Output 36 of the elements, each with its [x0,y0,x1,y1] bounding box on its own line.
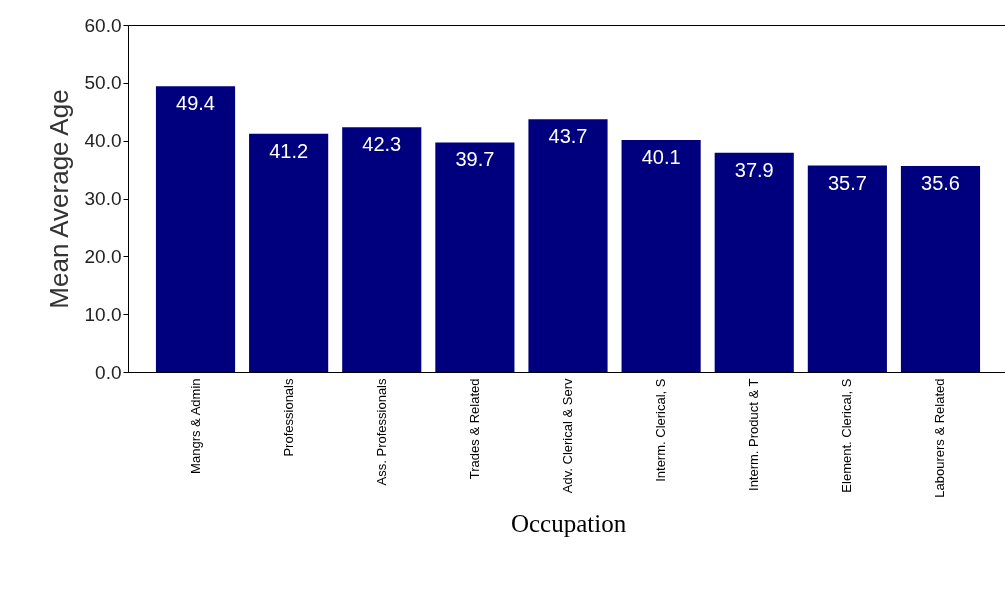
bar [714,152,794,372]
x-tick-label: Labourers & Related [932,378,948,498]
x-tick-label: Ass. Professionals [373,378,389,486]
y-tick-label: 0.0 [95,361,122,383]
x-axis-title: Occupation [510,509,627,537]
bar [528,119,608,372]
data-label: 35.7 [827,171,867,194]
bar [342,127,422,372]
data-label: 43.7 [548,125,588,148]
data-label: 49.4 [176,92,215,115]
y-tick-label: 60.0 [84,14,122,36]
x-tick-label: Element. Clerical, S [839,378,855,493]
x-tick-label: Adv. Clerical & Serv [560,378,575,494]
bar [900,166,981,372]
x-tick-label: Trades & Related [466,378,482,480]
x-tick-label: Mangrs & Admin [187,378,203,474]
bar [155,86,236,372]
bar [435,142,515,372]
y-tick-label: 20.0 [84,245,122,267]
data-label: 40.1 [641,146,681,169]
y-tick-label: 10.0 [84,303,122,325]
data-label: 39.7 [455,148,495,171]
bar [807,165,887,372]
data-label: 42.3 [362,133,402,156]
y-tick-label: 40.0 [84,130,122,152]
data-label: 37.9 [734,158,774,181]
bar [249,133,329,372]
bar [621,140,701,372]
x-tick-label: Professionals [280,378,296,457]
y-tick-label: 30.0 [84,188,122,209]
y-axis-title: Mean Average Age [43,89,74,309]
y-tick-label: 50.0 [84,72,122,94]
data-label: 41.2 [269,139,309,162]
x-tick-label: Interm. Product & T [746,378,762,491]
x-tick-label: Interm. Clerical, S [653,378,669,482]
data-label: 35.6 [921,172,960,195]
